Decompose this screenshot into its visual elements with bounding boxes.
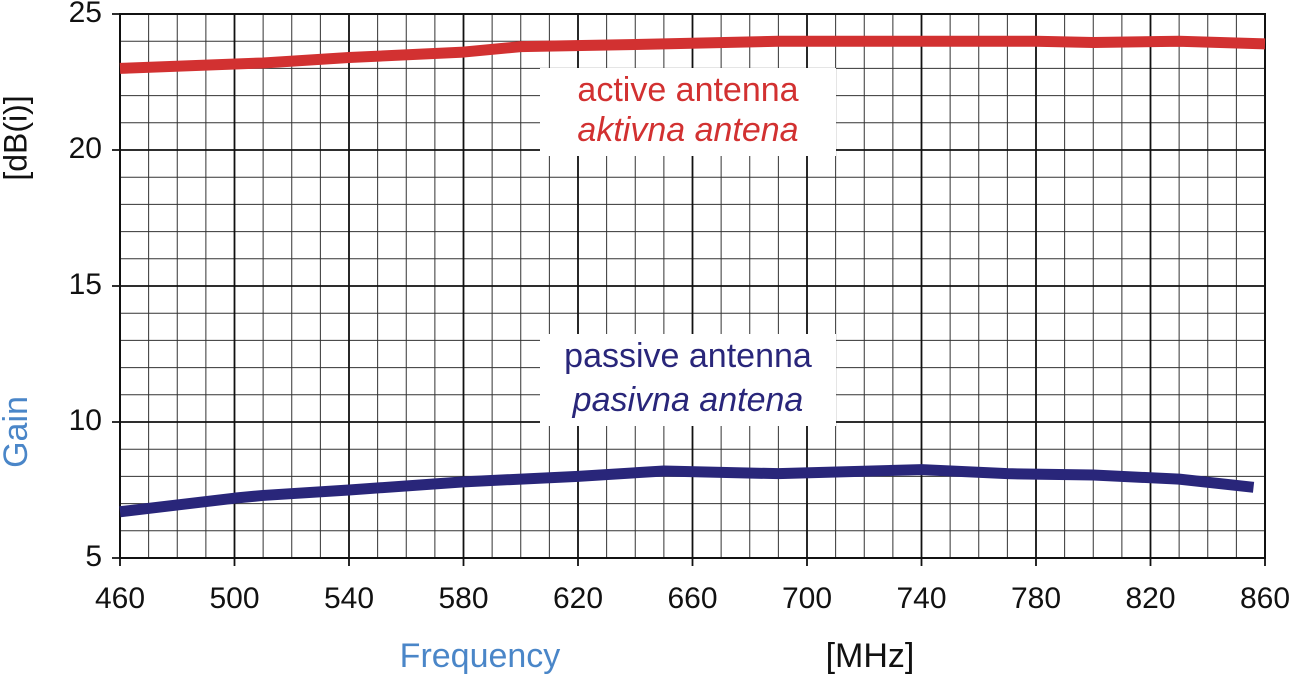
- y-tick-label: 5: [85, 540, 102, 573]
- data-line: [119, 35, 1266, 74]
- y-axis-unit: [dB(i)]: [0, 95, 33, 180]
- x-tick-label: 860: [1240, 582, 1290, 615]
- series-label: passive antenna: [564, 337, 812, 375]
- x-tick-label: 580: [438, 582, 488, 615]
- y-axis-label: Gain: [0, 396, 35, 468]
- y-tick-label: 10: [69, 404, 102, 437]
- x-tick-label: 620: [553, 582, 603, 615]
- plot-frame: [119, 13, 1266, 559]
- x-axis-label: Frequency: [400, 637, 561, 675]
- series-label-alt: pasivna antena: [572, 381, 804, 419]
- x-tick-label: 500: [209, 582, 259, 615]
- x-tick-label: 460: [95, 582, 145, 615]
- data-line: [119, 464, 1255, 518]
- x-tick-label: 660: [667, 582, 717, 615]
- y-tick-label: 25: [69, 0, 102, 29]
- label-background: [540, 68, 836, 156]
- series-label-alt: aktivna antena: [577, 111, 798, 149]
- x-tick-label: 700: [782, 582, 832, 615]
- y-tick-label: 15: [69, 268, 102, 301]
- x-tick-label: 740: [896, 582, 946, 615]
- x-tick-label: 540: [324, 582, 374, 615]
- x-tick-label: 820: [1125, 582, 1175, 615]
- y-tick-label: 20: [69, 132, 102, 165]
- series-label: active antenna: [577, 71, 798, 109]
- x-axis-unit: [MHz]: [826, 637, 915, 675]
- label-background: [540, 334, 836, 426]
- x-tick-label: 780: [1011, 582, 1061, 615]
